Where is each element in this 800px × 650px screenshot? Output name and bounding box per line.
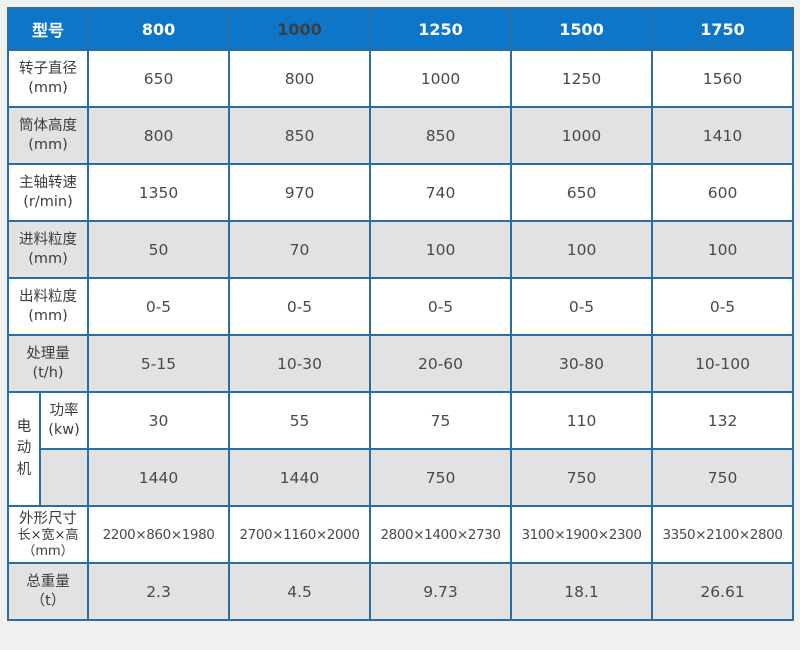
cell-value: 2.3 xyxy=(87,562,231,621)
cell-value: 1410 xyxy=(651,106,795,165)
cell-value: 10-100 xyxy=(651,334,795,393)
row-label-text: 主轴转速 xyxy=(19,175,77,192)
row-discharge-size: 出料粒度 (mm) 0-5 0-5 0-5 0-5 0-5 xyxy=(6,277,795,336)
row-cylinder-height: 筒体高度 (mm) 800 850 850 1000 1410 xyxy=(6,106,795,165)
cell-value: 750 xyxy=(510,448,654,507)
cell-value: 1000 xyxy=(369,49,513,108)
cell-value: 0-5 xyxy=(651,277,795,336)
cell-value: 800 xyxy=(228,49,372,108)
cell-value: 800 xyxy=(87,106,231,165)
motor-group-label-text: 电动机 xyxy=(16,419,32,478)
header-model-1750: 1750 xyxy=(651,7,795,51)
cell-value: 1350 xyxy=(87,163,231,222)
row-label-text: 总重量 xyxy=(26,574,70,591)
row-motor-power: 电动机 功率 (kw) 30 55 75 110 132 xyxy=(7,391,795,507)
header-model-1250: 1250 xyxy=(369,7,513,51)
cell-value: 3350×2100×2800 xyxy=(651,505,795,564)
cell-value: 0-5 xyxy=(510,277,654,336)
cell-value: 2200×860×1980 xyxy=(87,505,231,564)
row-label: 总重量 （t） xyxy=(6,562,90,621)
row-rotor-diameter: 转子直径 (mm) 650 800 1000 1250 1560 xyxy=(6,49,795,108)
row-label-text: 外形尺寸 xyxy=(19,510,77,527)
cell-value: 26.61 xyxy=(651,562,795,621)
cell-value: 750 xyxy=(651,448,795,507)
cell-value: 110 xyxy=(510,391,654,450)
cell-value: 75 xyxy=(369,391,513,450)
row-label: 出料粒度 (mm) xyxy=(6,277,90,336)
row-label-unit: (kw) xyxy=(48,421,80,438)
cell-value: 10-30 xyxy=(228,334,372,393)
header-row: 型号 800 1000 1250 1500 1750 xyxy=(6,7,795,51)
row-label: 进料粒度 (mm) xyxy=(6,220,90,279)
cell-value: 650 xyxy=(87,49,231,108)
cell-value: 100 xyxy=(369,220,513,279)
cell-value: 750 xyxy=(369,448,513,507)
row-feed-size: 进料粒度 (mm) 50 70 100 100 100 xyxy=(6,220,795,279)
cell-value: 4.5 xyxy=(228,562,372,621)
row-label-text: 处理量 xyxy=(26,346,70,363)
row-label-unit: (mm) xyxy=(28,79,68,96)
cell-value: 100 xyxy=(651,220,795,279)
row-label-unit: (r/min) xyxy=(23,193,73,210)
cell-value: 0-5 xyxy=(228,277,372,336)
row-label: 外形尺寸 长×宽×高 （mm） xyxy=(6,505,90,564)
cell-value: 600 xyxy=(651,163,795,222)
cell-value: 970 xyxy=(228,163,372,222)
row-spindle-speed: 主轴转速 (r/min) 1350 970 740 650 600 xyxy=(6,163,795,222)
cell-value: 1440 xyxy=(87,448,231,507)
row-label: 筒体高度 (mm) xyxy=(6,106,90,165)
cell-value: 50 xyxy=(87,220,231,279)
header-model-label: 型号 xyxy=(6,7,90,51)
row-label: 处理量 (t/h) xyxy=(6,334,90,393)
row-total-weight: 总重量 （t） 2.3 4.5 9.73 18.1 26.61 xyxy=(6,562,795,621)
cell-value: 1250 xyxy=(510,49,654,108)
spec-table: 型号 800 1000 1250 1500 1750 转子直径 (mm) 650… xyxy=(6,7,795,621)
cell-value: 850 xyxy=(369,106,513,165)
row-capacity: 处理量 (t/h) 5-15 10-30 20-60 30-80 10-100 xyxy=(6,334,795,393)
row-label-line2: 长×宽×高 xyxy=(17,527,79,543)
cell-value: 132 xyxy=(651,391,795,450)
row-label-text: 进料粒度 xyxy=(19,232,77,249)
row-label-unit: （mm） xyxy=(22,543,74,559)
cell-value: 2700×1160×2000 xyxy=(228,505,372,564)
cell-value: 55 xyxy=(228,391,372,450)
cell-value: 70 xyxy=(228,220,372,279)
cell-value: 20-60 xyxy=(369,334,513,393)
motor-power-label: 功率 (kw) xyxy=(38,391,90,450)
row-label-unit: (mm) xyxy=(28,250,68,267)
row-label-unit: (t/h) xyxy=(32,364,64,381)
header-model-1000: 1000 xyxy=(228,7,372,51)
row-label: 主轴转速 (r/min) xyxy=(6,163,90,222)
cell-value: 9.73 xyxy=(369,562,513,621)
cell-value: 650 xyxy=(510,163,654,222)
row-label-text: 转子直径 xyxy=(19,61,77,78)
cell-value: 100 xyxy=(510,220,654,279)
motor-group-label: 电动机 xyxy=(7,391,41,507)
row-label-text: 功率 xyxy=(49,403,79,420)
row-label-unit: (mm) xyxy=(28,136,68,153)
row-label-unit: (mm) xyxy=(28,307,68,324)
cell-value: 1560 xyxy=(651,49,795,108)
header-model-800: 800 xyxy=(87,7,231,51)
row-overall-dimensions: 外形尺寸 长×宽×高 （mm） 2200×860×1980 2700×1160×… xyxy=(6,505,795,564)
cell-value: 1000 xyxy=(510,106,654,165)
row-label-text: 出料粒度 xyxy=(19,289,77,306)
row-label: 转子直径 (mm) xyxy=(6,49,90,108)
header-model-1500: 1500 xyxy=(510,7,654,51)
cell-value: 2800×1400×2730 xyxy=(369,505,513,564)
cell-value: 0-5 xyxy=(87,277,231,336)
motor-speed-label-empty xyxy=(38,448,90,507)
cell-value: 5-15 xyxy=(87,334,231,393)
row-label-text: 筒体高度 xyxy=(19,118,77,135)
cell-value: 1440 xyxy=(228,448,372,507)
row-label-unit: （t） xyxy=(30,592,66,609)
cell-value: 30-80 xyxy=(510,334,654,393)
cell-value: 0-5 xyxy=(369,277,513,336)
cell-value: 18.1 xyxy=(510,562,654,621)
cell-value: 850 xyxy=(228,106,372,165)
cell-value: 3100×1900×2300 xyxy=(510,505,654,564)
cell-value: 740 xyxy=(369,163,513,222)
row-motor-speed: 1440 1440 750 750 750 xyxy=(8,448,795,507)
cell-value: 30 xyxy=(87,391,231,450)
